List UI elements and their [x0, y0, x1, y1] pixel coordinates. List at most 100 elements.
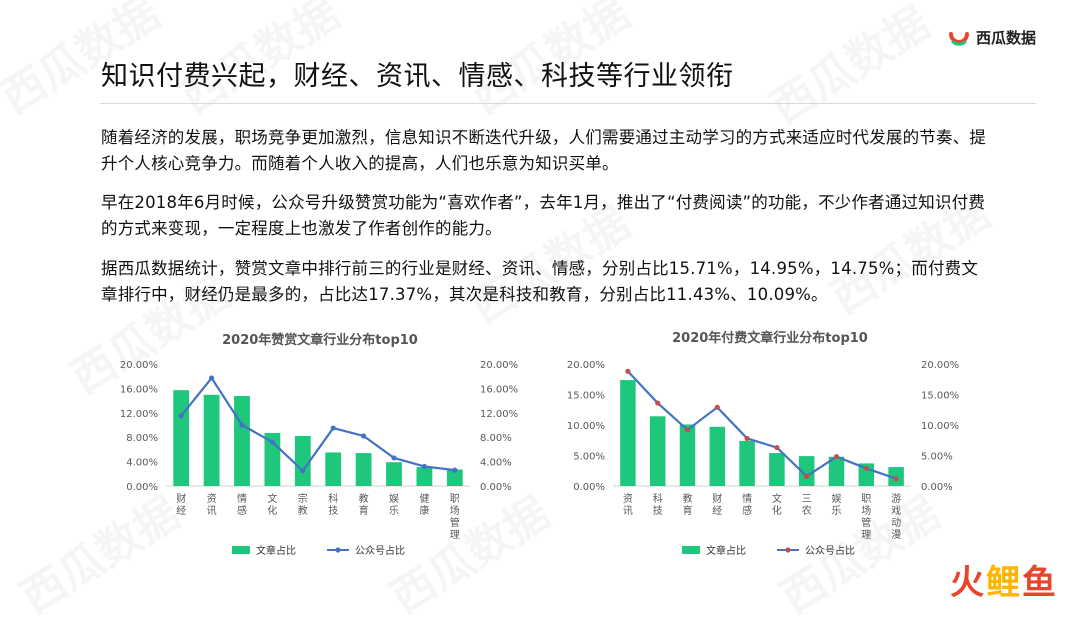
- y-tick-left: 12.00%: [120, 409, 158, 420]
- line-point-4: [714, 404, 720, 410]
- x-tick-label: 财经: [712, 492, 722, 517]
- bar-7: [798, 456, 815, 486]
- bar-8: [828, 456, 845, 486]
- y-tick-right: 16.00%: [480, 384, 518, 395]
- paragraph-3: 据西瓜数据统计，赞赏文章中排行前三的行业是财经、资讯、情感，分别占比15.71%…: [101, 259, 979, 304]
- y-tick-left: 10.00%: [567, 421, 605, 432]
- watermelon-icon: [948, 32, 969, 46]
- legend-bar-label: 文章占比: [256, 544, 296, 557]
- line-point-10: [893, 476, 899, 482]
- x-tick-label: 资讯: [207, 493, 217, 517]
- y-tick-left: 0.00%: [573, 482, 605, 493]
- x-tick-label: 宗教: [298, 492, 308, 517]
- line-point-2: [209, 375, 215, 381]
- x-tick-label: 教育: [683, 492, 693, 517]
- line-point-2: [655, 400, 661, 406]
- line-point-9: [863, 465, 869, 471]
- legend-bar-label: 文章占比: [706, 544, 746, 557]
- series-line: [627, 370, 897, 480]
- line-point-5: [744, 435, 750, 442]
- bar-3: [234, 396, 250, 486]
- bar-6: [769, 453, 785, 486]
- y-tick-left: 8.00%: [126, 433, 158, 444]
- line-point-1: [625, 368, 631, 374]
- paragraph-2: 早在2018年6月时候，公众号升级赞赏功能为“喜欢作者”，去年1月，推出了“付费…: [101, 193, 986, 238]
- bar-1: [620, 380, 636, 486]
- x-tick-label: 情感: [742, 492, 752, 517]
- bottom-logo-char-1: 火: [950, 563, 986, 603]
- chart-title: 2020年付费文章行业分布top10: [672, 330, 868, 346]
- x-tick-label: 娱乐: [832, 492, 842, 517]
- x-tick-label: 教育: [359, 492, 369, 517]
- legend-bar-swatch: [232, 546, 250, 554]
- line-point-3: [684, 427, 691, 433]
- x-tick-label: 娱乐: [389, 492, 399, 517]
- reward-articles-chart: 2020年赞赏文章行业分布top10 0.00% 4.00% 8.00% 12.00% 1…: [120, 332, 518, 557]
- y-tick-right: 4.00%: [480, 458, 512, 469]
- chart-title: 2020年赞赏文章行业分布top10: [222, 332, 418, 348]
- y-tick-right: 10.00%: [921, 421, 959, 432]
- x-tick-label: 三农: [802, 494, 812, 517]
- y-tick-left: 4.00%: [126, 458, 158, 469]
- x-tick-label: 资讯: [623, 493, 633, 517]
- y-tick-right: 5.00%: [921, 452, 953, 463]
- x-tick-label: 情感: [237, 492, 247, 517]
- bar-7: [355, 453, 372, 486]
- bottom-logo-char-2: 鲤: [986, 563, 1022, 603]
- y-tick-left: 20.00%: [120, 360, 158, 371]
- line-point-7: [804, 473, 810, 479]
- x-tick-label: 科技: [653, 492, 663, 517]
- legend-line-marker: [785, 547, 791, 553]
- y-tick-left: 15.00%: [567, 391, 605, 402]
- x-tick-label: 职场管理: [450, 493, 460, 541]
- paragraph-1: 随着经济的发展，职场竞争更加激烈，信息知识不断迭代升级，人们需要通过主动学习的方…: [101, 128, 987, 173]
- line-point-8: [391, 455, 397, 461]
- y-tick-right: 8.00%: [480, 433, 512, 444]
- x-tick-label: 财经: [176, 492, 186, 517]
- x-tick-label: 文化: [267, 492, 277, 517]
- legend-line-marker: [335, 547, 341, 553]
- bottom-logo-char-3: 鱼: [1022, 563, 1058, 603]
- x-tick-label: 健康: [419, 493, 429, 517]
- line-point-6: [774, 444, 780, 451]
- y-tick-right: 0.00%: [921, 482, 953, 493]
- bar-4: [709, 426, 726, 486]
- bar-1: [173, 390, 190, 486]
- bar-6: [325, 452, 342, 486]
- line-point-7: [361, 433, 367, 439]
- bottom-logo: 火鲤鱼: [950, 555, 1058, 604]
- bar-2: [649, 416, 666, 486]
- x-tick-label: 科技: [328, 492, 338, 517]
- y-tick-left: 5.00%: [573, 452, 605, 463]
- legend-line-label: 公众号占比: [805, 544, 855, 557]
- bar-2: [203, 394, 220, 486]
- paid-articles-chart: 2020年付费文章行业分布top10 0.00% 5.00% 10.00% 15.00%…: [567, 330, 959, 557]
- y-tick-right: 15.00%: [921, 391, 959, 402]
- bar-5: [294, 435, 311, 486]
- line-point-5: [300, 468, 306, 474]
- brand-logo: 西瓜数据: [948, 26, 1036, 48]
- y-tick-right: 20.00%: [921, 360, 959, 371]
- y-tick-right: 12.00%: [480, 409, 518, 420]
- legend-line-label: 公众号占比: [355, 544, 405, 557]
- line-point-6: [330, 425, 336, 431]
- y-tick-left: 16.00%: [120, 384, 158, 395]
- line-point-8: [833, 454, 840, 460]
- y-tick-left: 0.00%: [126, 482, 158, 493]
- line-point-9: [421, 463, 427, 470]
- line-point-10: [452, 467, 458, 473]
- brand-name: 西瓜数据: [975, 28, 1036, 47]
- y-tick-left: 20.00%: [567, 360, 605, 371]
- bar-3: [679, 424, 696, 486]
- bar-9: [416, 467, 433, 486]
- x-tick-label: 职场管理: [861, 493, 871, 541]
- title-divider: [100, 103, 1036, 104]
- legend-bar-swatch: [682, 546, 700, 554]
- x-tick-label: 文化: [772, 492, 782, 517]
- line-point-1: [178, 413, 184, 419]
- watermark-text: 西瓜数据: [756, 0, 939, 136]
- line-point-4: [269, 439, 275, 445]
- series-line: [180, 376, 455, 473]
- y-tick-right: 20.00%: [480, 360, 518, 371]
- bar-10: [446, 469, 463, 486]
